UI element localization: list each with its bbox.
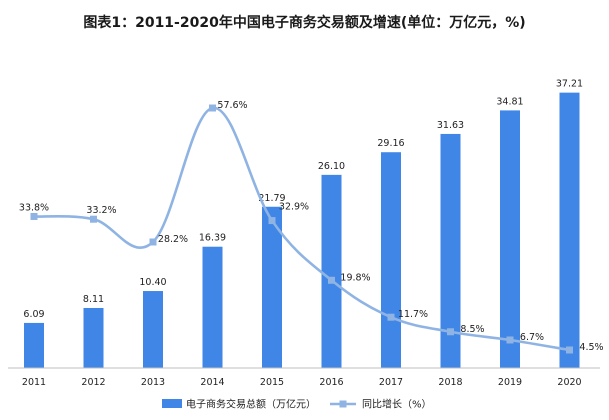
growth-value-label-2017: 11.7%: [398, 309, 428, 320]
legend-bar-swatch: [162, 399, 182, 408]
x-tick-label-2018: 2018: [438, 377, 462, 388]
growth-marker-2018: [447, 328, 454, 336]
growth-value-label-2014: 57.6%: [217, 100, 247, 111]
growth-marker-2014: [209, 104, 216, 112]
bar-2015: [262, 206, 282, 368]
bar-2013: [143, 291, 163, 368]
growth-marker-2020: [566, 346, 573, 354]
growth-marker-2012: [90, 215, 97, 223]
x-tick-label-2013: 2013: [141, 377, 165, 388]
growth-marker-2016: [328, 276, 335, 284]
x-tick-label-2015: 2015: [260, 377, 284, 388]
x-tick-label-2020: 2020: [557, 377, 581, 388]
growth-marker-2015: [268, 217, 276, 225]
bar-2012: [83, 307, 104, 368]
growth-value-label-2018: 8.5%: [460, 324, 484, 335]
bar-2020: [559, 92, 580, 368]
bar-value-label-2013: 10.40: [139, 277, 166, 288]
x-tick-label-2017: 2017: [379, 377, 403, 388]
legend-line-label: 同比增长（%）: [362, 398, 432, 411]
x-tick-label-2012: 2012: [81, 377, 105, 388]
bar-value-label-2012: 8.11: [83, 294, 104, 305]
chart-title: 图表1：2011-2020年中国电子商务交易额及增速(单位：万亿元，%): [83, 15, 526, 31]
growth-value-label-2019: 6.7%: [520, 332, 544, 343]
x-tick-label-2014: 2014: [200, 377, 224, 388]
bar-value-label-2018: 31.63: [437, 120, 464, 131]
growth-value-label-2020: 4.5%: [579, 342, 603, 353]
growth-value-label-2013: 28.2%: [158, 234, 188, 245]
bar-value-label-2020: 37.21: [556, 79, 583, 90]
growth-marker-2011: [30, 212, 38, 220]
bar-2016: [321, 174, 342, 368]
bar-value-label-2011: 6.09: [23, 309, 44, 320]
bar-value-label-2017: 29.16: [377, 138, 404, 149]
growth-value-label-2011: 33.8%: [19, 202, 49, 213]
x-tick-label-2016: 2016: [319, 377, 343, 388]
bar-2017: [381, 152, 401, 368]
bar-2011: [24, 322, 44, 368]
legend-line-marker: [339, 400, 347, 408]
bar-value-label-2015: 21.79: [258, 193, 285, 204]
bar-value-label-2019: 34.81: [496, 96, 523, 107]
growth-value-label-2015: 32.9%: [279, 202, 309, 213]
growth-value-label-2016: 19.8%: [340, 272, 370, 283]
legend-bar-label: 电子商务交易总额（万亿元）: [186, 398, 316, 411]
growth-marker-2013: [149, 238, 157, 246]
growth-marker-2017: [387, 313, 395, 321]
growth-value-label-2012: 33.2%: [86, 205, 116, 216]
growth-marker-2019: [506, 336, 514, 344]
bar-2019: [500, 110, 520, 368]
bar-value-label-2014: 16.39: [199, 233, 226, 244]
bar-2018: [440, 133, 461, 368]
bar-value-label-2016: 26.10: [318, 161, 345, 172]
legend: 电子商务交易总额（万亿元） 同比增长（%）: [162, 398, 432, 411]
growth-line: [33, 106, 570, 352]
bar-2014: [202, 246, 223, 368]
x-tick-label-2011: 2011: [22, 377, 46, 388]
x-tick-label-2019: 2019: [498, 377, 522, 388]
